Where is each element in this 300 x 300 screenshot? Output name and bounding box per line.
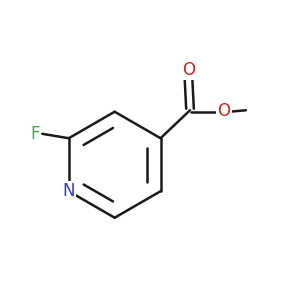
Text: N: N: [62, 182, 75, 200]
Text: O: O: [182, 61, 195, 79]
Text: O: O: [218, 102, 230, 120]
Text: F: F: [30, 125, 40, 143]
